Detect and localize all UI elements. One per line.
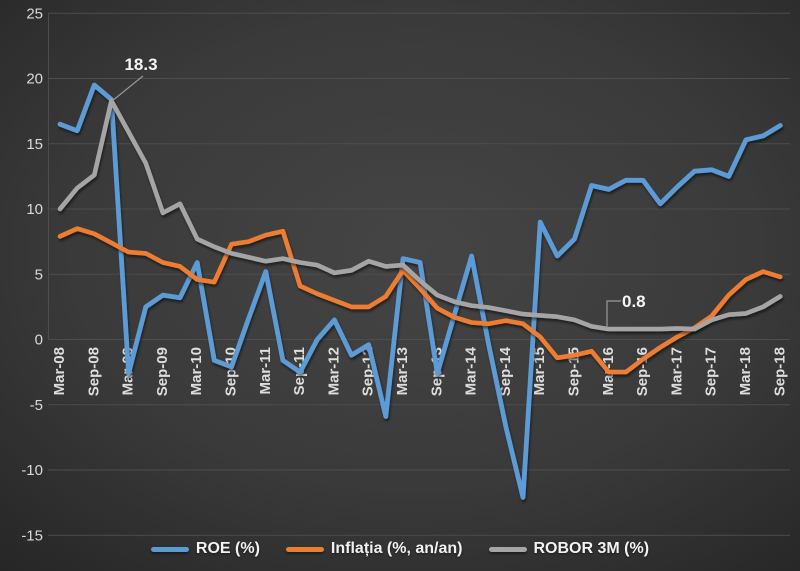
- x-tick-label: Sep-15: [566, 347, 583, 396]
- legend-line-marker: [285, 546, 324, 552]
- y-tick-label: -10: [21, 462, 43, 479]
- x-tick-label: Mar-17: [668, 347, 685, 395]
- x-tick-label: Mar-11: [257, 347, 274, 395]
- series-line-roe[interactable]: [57, 82, 783, 500]
- legend-line-marker: [488, 546, 527, 552]
- series-line-robor[interactable]: [57, 98, 783, 332]
- x-tick-label: Mar-14: [463, 346, 480, 395]
- y-axis-labels: 25 20 15 10 5 0 -5 -10 -15: [21, 5, 43, 544]
- legend-item-inflatia[interactable]: Inflația (%, an/an): [285, 540, 463, 558]
- legend-label: ROBOR 3M (%): [533, 540, 650, 557]
- x-tick-label: Mar-13: [394, 347, 411, 395]
- x-tick-label: Sep-14: [497, 346, 514, 396]
- data-label-18-3: 18.3: [124, 55, 157, 74]
- series-lines: [57, 82, 783, 500]
- x-tick-label: Mar-12: [325, 347, 342, 395]
- y-tick-label: -15: [21, 527, 43, 544]
- x-tick-label: Mar-18: [737, 347, 754, 395]
- x-tick-label: Mar-08: [51, 347, 68, 395]
- legend-line-marker: [150, 546, 189, 552]
- y-tick-label: 0: [35, 332, 43, 349]
- x-tick-label: Sep-08: [85, 347, 102, 396]
- y-tick-label: 5: [35, 266, 43, 283]
- gridlines: [48, 12, 790, 536]
- y-tick-label: 25: [26, 5, 43, 22]
- annotations: 18.3 0.8: [111, 55, 646, 328]
- x-tick-label: Mar-10: [188, 347, 205, 395]
- x-axis-labels: Mar-08 Sep-08 Mar-09 Sep-09 Mar-10 Sep-10 Mar-…: [51, 346, 788, 396]
- y-tick-label: 10: [26, 201, 43, 218]
- legend-label: Inflația (%, an/an): [330, 540, 463, 557]
- legend-item-robor[interactable]: ROBOR 3M (%): [488, 540, 650, 558]
- legend: ROE (%) Inflația (%, an/an) ROBOR 3M (%): [0, 534, 800, 564]
- x-tick-label: Sep-18: [771, 347, 788, 396]
- data-label-0-8: 0.8: [622, 292, 646, 311]
- y-tick-label: 15: [26, 136, 43, 153]
- series-line-inflatia[interactable]: [57, 226, 783, 375]
- x-tick-label: Sep-17: [703, 347, 720, 396]
- x-tick-label: Mar-15: [531, 347, 548, 395]
- y-tick-label: -5: [30, 397, 43, 414]
- legend-label: ROE (%): [195, 540, 260, 557]
- y-tick-label: 20: [26, 71, 43, 88]
- legend-item-roe[interactable]: ROE (%): [150, 540, 260, 558]
- x-tick-label: Sep-09: [154, 347, 171, 396]
